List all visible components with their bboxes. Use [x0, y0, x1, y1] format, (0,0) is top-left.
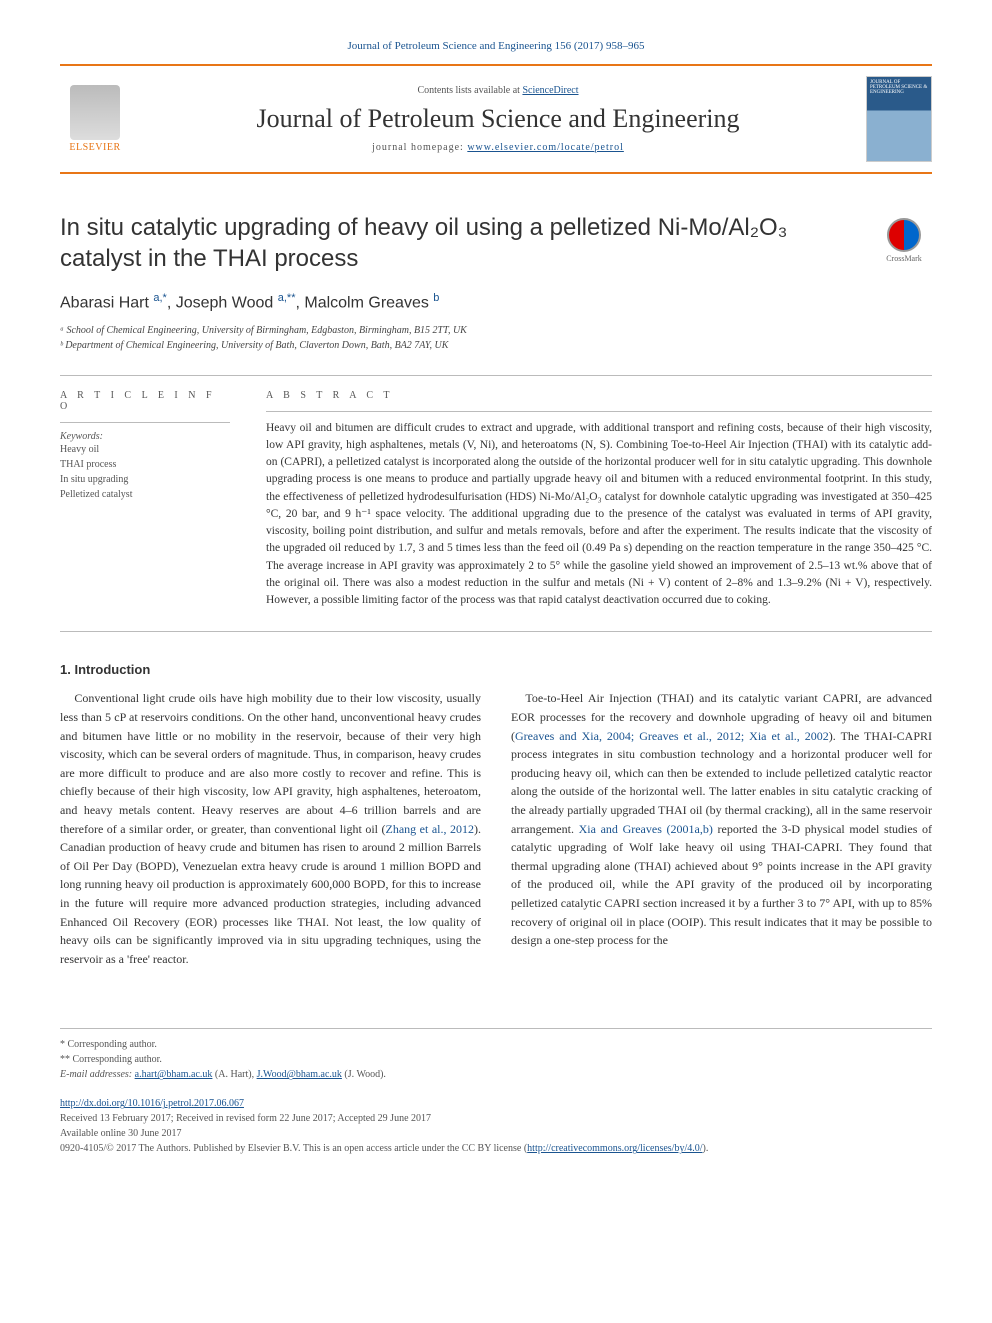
journal-cover-thumb: JOURNAL OF PETROLEUM SCIENCE & ENGINEERI… — [866, 76, 932, 162]
abstract: A B S T R A C T Heavy oil and bitumen ar… — [266, 390, 932, 610]
crossmark-label: CrossMark — [886, 254, 922, 263]
journal-header: ELSEVIER Contents lists available at Sci… — [60, 64, 932, 174]
homepage-line: journal homepage: www.elsevier.com/locat… — [146, 142, 850, 153]
email-wood[interactable]: J.Wood@bham.ac.uk — [257, 1069, 342, 1080]
p3-b: ). The THAI-CAPRI process integrates in … — [511, 729, 932, 836]
divider-2 — [60, 631, 932, 632]
email-hart-name: (A. Hart), — [212, 1069, 256, 1080]
ref-xia-greaves-2001[interactable]: Xia and Greaves (2001a,b) — [579, 822, 713, 836]
journal-name: Journal of Petroleum Science and Enginee… — [146, 104, 850, 134]
crossmark-icon — [887, 218, 921, 252]
affiliations: ᵃ School of Chemical Engineering, Univer… — [60, 323, 932, 353]
keywords-list: Heavy oilTHAI processIn situ upgradingPe… — [60, 442, 230, 502]
keywords-label: Keywords: — [60, 431, 230, 442]
email-line: E-mail addresses: a.hart@bham.ac.uk (A. … — [60, 1067, 932, 1082]
section-heading-intro: 1. Introduction — [60, 662, 932, 677]
authors: Abarasi Hart a,*, Joseph Wood a,**, Malc… — [60, 292, 932, 312]
elsevier-label: ELSEVIER — [69, 142, 120, 153]
corr-1: * Corresponding author. — [60, 1037, 932, 1052]
header-center: Contents lists available at ScienceDirec… — [146, 85, 850, 153]
abstract-heading: A B S T R A C T — [266, 390, 932, 401]
contents-line: Contents lists available at ScienceDirec… — [146, 85, 850, 96]
crossmark-badge[interactable]: CrossMark — [876, 212, 932, 268]
ref-zhang-2012[interactable]: Zhang et al., 2012 — [386, 822, 475, 836]
para-1: Conventional light crude oils have high … — [60, 689, 481, 968]
body-columns: Conventional light crude oils have high … — [60, 689, 932, 968]
info-abstract-row: A R T I C L E I N F O Keywords: Heavy oi… — [60, 390, 932, 610]
cc-link[interactable]: http://creativecommons.org/licenses/by/4… — [527, 1143, 702, 1154]
p3-c: reported the 3-D physical model studies … — [511, 822, 932, 948]
contents-prefix: Contents lists available at — [417, 85, 522, 96]
para-2: Toe-to-Heel Air Injection (THAI) and its… — [511, 689, 932, 949]
homepage-link[interactable]: www.elsevier.com/locate/petrol — [467, 142, 624, 153]
corr-2: ** Corresponding author. — [60, 1052, 932, 1067]
elsevier-tree-icon — [70, 85, 120, 140]
copyright-end: ). — [703, 1143, 709, 1154]
received-line: Received 13 February 2017; Received in r… — [60, 1111, 932, 1126]
email-label: E-mail addresses: — [60, 1069, 135, 1080]
sciencedirect-link[interactable]: ScienceDirect — [522, 85, 578, 96]
footnotes: * Corresponding author. ** Corresponding… — [60, 1028, 932, 1082]
p1-a: Conventional light crude oils have high … — [60, 691, 481, 835]
title-row: In situ catalytic upgrading of heavy oil… — [60, 212, 932, 274]
doi-block: http://dx.doi.org/10.1016/j.petrol.2017.… — [60, 1096, 932, 1156]
doi-link[interactable]: http://dx.doi.org/10.1016/j.petrol.2017.… — [60, 1098, 244, 1109]
abstract-text: Heavy oil and bitumen are difficult crud… — [266, 420, 932, 610]
article-info-heading: A R T I C L E I N F O — [60, 390, 230, 412]
p1-b: ). Canadian production of heavy crude an… — [60, 822, 481, 948]
abstract-divider — [266, 411, 932, 412]
affiliation-a: ᵃ School of Chemical Engineering, Univer… — [60, 323, 932, 338]
info-divider — [60, 422, 230, 423]
copyright-line: 0920-4105/© 2017 The Authors. Published … — [60, 1141, 932, 1156]
affiliation-b: ᵇ Department of Chemical Engineering, Un… — [60, 338, 932, 353]
article-info: A R T I C L E I N F O Keywords: Heavy oi… — [60, 390, 230, 610]
divider — [60, 375, 932, 376]
copyright-text: 0920-4105/© 2017 The Authors. Published … — [60, 1143, 527, 1154]
citation-bar: Journal of Petroleum Science and Enginee… — [60, 40, 932, 52]
article-title: In situ catalytic upgrading of heavy oil… — [60, 212, 856, 274]
email-hart[interactable]: a.hart@bham.ac.uk — [135, 1069, 213, 1080]
ref-greaves-xia[interactable]: Greaves and Xia, 2004; Greaves et al., 2… — [515, 729, 829, 743]
available-line: Available online 30 June 2017 — [60, 1126, 932, 1141]
elsevier-logo: ELSEVIER — [60, 79, 130, 159]
email-wood-name: (J. Wood). — [342, 1069, 386, 1080]
homepage-prefix: journal homepage: — [372, 142, 467, 153]
